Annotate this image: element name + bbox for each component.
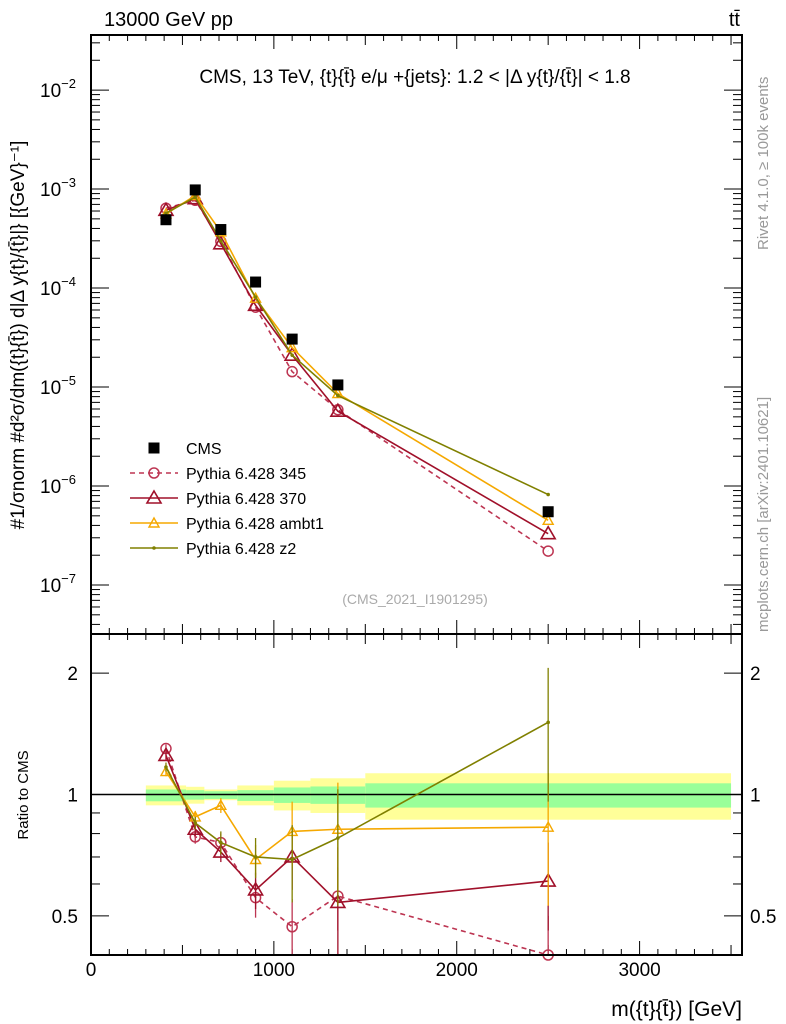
data-point [283, 346, 301, 361]
y-tick-label: 10−2 [40, 76, 76, 102]
ratio-band-stat [237, 790, 274, 801]
data-point [164, 211, 168, 216]
ratio-point [247, 881, 264, 896]
data-point [546, 492, 550, 497]
ratio-point [336, 836, 340, 840]
ratio-point [214, 798, 228, 811]
cms-data-point [160, 214, 172, 226]
data-point [247, 296, 264, 312]
legend-marker [148, 442, 160, 454]
ratio-y-tick-label-right: 1 [750, 786, 761, 807]
y-tick-label: 10−6 [40, 472, 76, 498]
y-tick-label: 10−5 [40, 373, 76, 399]
ratio-point [290, 857, 294, 862]
legend-label: Pythia 6.428 ambt1 [186, 516, 324, 533]
legend-marker [152, 546, 156, 550]
series-line [165, 199, 549, 552]
legend-marker [145, 489, 163, 504]
ratio-y-tick-label-right: 0.5 [750, 907, 776, 928]
data-point [285, 341, 299, 353]
y-tick-label: 10−4 [40, 274, 76, 300]
legend-marker [148, 467, 160, 479]
data-point [219, 239, 223, 243]
cms-data-point [250, 276, 262, 288]
legend-label: Pythia 6.428 370 [186, 491, 306, 508]
data-point [290, 353, 294, 357]
ratio-band-stat [145, 789, 187, 802]
y-tick-label: 10−3 [40, 175, 76, 201]
x-axis-label: m({t}{t̄}) [GeV] [611, 998, 742, 1021]
data-point [542, 545, 554, 557]
cms-data-point [286, 333, 298, 345]
analysis-tag: (CMS_2021_I1901295) [342, 591, 488, 607]
data-point [212, 235, 230, 250]
mcplots-reference-label: mcplots.cern.ch [arXiv:2401.10621] [755, 397, 772, 632]
cms-data-point [215, 224, 227, 236]
cms-data-point [542, 506, 554, 518]
legend: CMS Pythia 6.428 345 Pythia 6.428 370 Pythi… [130, 441, 324, 558]
ratio-y-axis-label: Ratio to CMS [15, 750, 32, 839]
x-tick-label: 3000 [618, 960, 660, 981]
ratio-point [253, 855, 258, 859]
data-point [249, 291, 262, 303]
legend-label: Pythia 6.428 345 [186, 466, 306, 483]
data-point [193, 195, 198, 199]
header-process: 13000 GeV pp [104, 9, 233, 31]
x-tick-label: 1000 [253, 960, 295, 981]
ratio-point [212, 843, 230, 858]
ratio-y-tick-label-right: 2 [750, 664, 761, 685]
series-pythia-6-428-z2 [164, 195, 550, 497]
data-point [541, 513, 555, 526]
ratio-point [546, 720, 550, 725]
ratio-plot-frame [90, 633, 743, 956]
rivet-version-label: Rivet 4.1.0, ≥ 100k events [755, 77, 772, 250]
main-y-axis-label: #1/σnorm #d²σ/dm({t}{t̄}) d|Δ y{t}/{t̄}|… [8, 141, 29, 530]
main-plot-title: CMS, 13 TeV, {t}{t̄} e/μ +{jets}: 1.2 < … [199, 67, 630, 88]
ratio-y-tick-label: 2 [67, 664, 78, 685]
legend-label: CMS [186, 441, 222, 458]
ratio-point [541, 820, 555, 832]
ratio-series-pythia-6-428-z2 [164, 667, 550, 906]
header-final-state: tt̄ [729, 9, 741, 31]
ratio-y-tick-label: 1 [67, 786, 78, 807]
ratio-point [219, 840, 223, 845]
data-point [539, 525, 557, 540]
ratio-point [286, 921, 298, 933]
ratio-point [157, 746, 175, 762]
cms-data-point [332, 379, 344, 391]
data-point [329, 402, 347, 418]
ratio-y-tick-label: 0.5 [52, 907, 78, 928]
ratio-point [329, 893, 347, 909]
legend-label: Pythia 6.428 z2 [186, 541, 296, 558]
y-tick-label: 10−7 [40, 571, 76, 597]
series-pythia-6-428-370 [157, 190, 557, 540]
ratio-point [186, 820, 204, 836]
x-tick-label: 2000 [436, 960, 478, 981]
series-cms [160, 184, 554, 518]
ratio-point [193, 821, 198, 825]
data-point [286, 365, 298, 378]
cms-data-point [189, 184, 201, 196]
x-tick-label: 0 [86, 960, 97, 981]
data-point [253, 295, 258, 299]
data-point [336, 393, 340, 398]
ratio-point [164, 765, 168, 769]
legend-marker [147, 516, 161, 528]
